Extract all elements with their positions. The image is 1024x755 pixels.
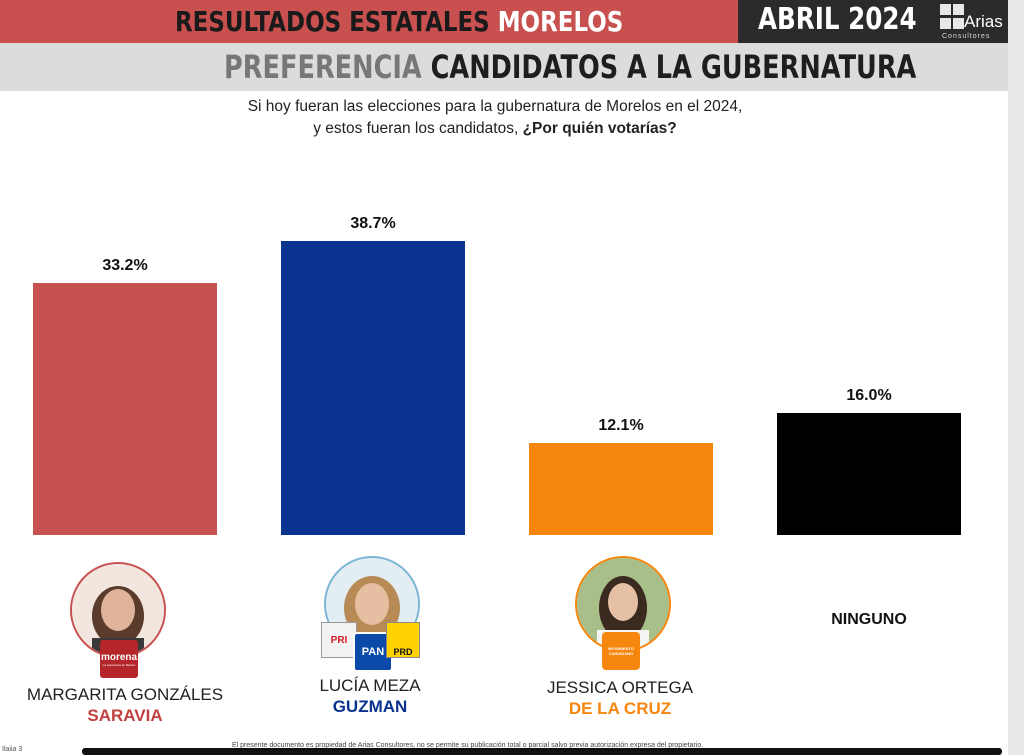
right-edge: [1008, 0, 1024, 755]
candidate-name-ninguno: NINGUNO: [831, 611, 907, 628]
question-line-2-text: y estos fueran los candidatos,: [313, 120, 523, 137]
page-number: Ilaiia 3: [2, 746, 23, 753]
movimiento-ciudadano-logo: MOVIMIENTO CIUDADANO: [602, 632, 640, 670]
subtitle-bar: PREFERENCIA CANDIDATOS A LA GUBERNATURA: [0, 43, 1008, 91]
question-line-2: y estos fueran los candidatos, ¿Por quié…: [230, 118, 760, 140]
candidate-last-saravia: SARAVIA: [87, 706, 163, 725]
value-label-guzman: 38.7%: [350, 215, 396, 232]
morena-logo: morena La esperanza de México: [100, 640, 138, 678]
pri-logo: PRI: [321, 622, 357, 658]
survey-question: Si hoy fueran las elecciones para la gub…: [230, 96, 760, 140]
logo-brand: Arias: [964, 12, 1003, 31]
header-title-state: RESULTADOS ESTATALES: [175, 5, 490, 38]
logo-square-icon: [940, 18, 951, 29]
candidate-name-saravia: MARGARITA GONZÁLES: [26, 685, 224, 704]
prd-logo: PRD: [386, 622, 420, 658]
bar-ninguno: [777, 413, 961, 535]
bar-guzman: [281, 241, 465, 535]
logo-square-icon: [953, 18, 964, 29]
header-date: ABRIL 2024: [758, 2, 917, 37]
header-title: RESULTADOS ESTATALES MORELOS: [175, 0, 623, 43]
value-label-ninguno: 16.0%: [846, 387, 892, 404]
candidate-name-guzman: LUCÍA MEZA: [319, 676, 421, 695]
bar-ortega: [529, 443, 713, 535]
value-label-ortega: 12.1%: [598, 417, 644, 434]
header-title-morelos: MORELOS: [497, 5, 624, 38]
question-line-2-bold: ¿Por quién votarías?: [522, 120, 677, 137]
logo-square-icon: [940, 4, 951, 15]
logo-square-icon: [953, 4, 964, 15]
logo-sub: Consultores: [942, 33, 991, 40]
subtitle: PREFERENCIA CANDIDATOS A LA GUBERNATURA: [224, 45, 916, 89]
candidate-name-ortega: JESSICA ORTEGA: [546, 678, 694, 697]
question-line-1: Si hoy fueran las elecciones para la gub…: [247, 98, 743, 115]
bar-saravia: [33, 283, 217, 535]
subtitle-preferencia: PREFERENCIA: [224, 48, 422, 86]
subtitle-candidatos: CANDIDATOS A LA GUBERNATURA: [430, 48, 917, 86]
footer: Ilaiia 3 El presente documento es propie…: [0, 742, 1008, 755]
arias-logo: Arias Consultores: [938, 4, 1003, 40]
value-label-saravia: 33.2%: [102, 257, 148, 274]
morena-logo-sub: La esperanza de México: [102, 662, 136, 667]
footer-bar: [82, 748, 1002, 755]
footer-note: El presente documento es propiedad de Ar…: [232, 742, 704, 749]
morena-logo-text: morena: [100, 651, 138, 663]
candidate-last-guzman: GUZMAN: [332, 697, 408, 716]
candidate-last-ortega: DE LA CRUZ: [568, 699, 672, 718]
date-box: ABRIL 2024 Arias Consultores: [738, 0, 1008, 43]
